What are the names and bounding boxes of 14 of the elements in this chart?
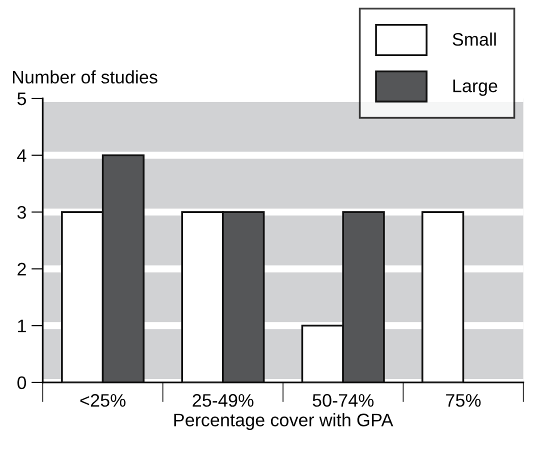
x-tick-label: 50-74% [312, 394, 374, 407]
y-tick-label: 1 [18, 320, 26, 332]
y-tick-label: 3 [17, 206, 26, 219]
x-tick-label: 75% [446, 394, 481, 407]
x-tick-label: 25-49% [192, 394, 254, 407]
y-tick-label: 4 [17, 149, 26, 162]
y-tick-label: 5 [17, 92, 26, 106]
legend-label: Large [453, 80, 498, 96]
x-tick-label: <25% [80, 394, 126, 407]
y-axis-title: Number of studies [12, 70, 158, 84]
y-tick-label: 2 [18, 262, 26, 276]
x-axis-title: Percentage cover with GPA [174, 413, 394, 430]
y-tick-label: 0 [17, 376, 26, 390]
legend-label: Small [452, 32, 496, 46]
